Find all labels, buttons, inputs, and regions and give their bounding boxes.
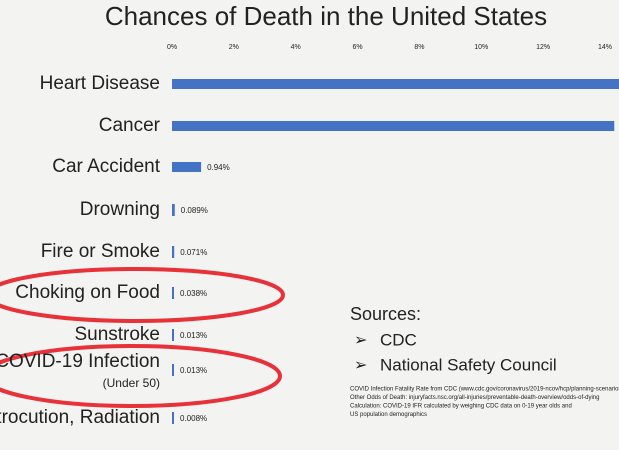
source-note: US population demographics — [350, 412, 427, 418]
source-note: Calculation: COVID-19 IFR calculated by … — [350, 404, 572, 410]
y-tick-label: COVID-19 Infection — [0, 351, 160, 372]
bullet-arrow: ➢ — [354, 332, 367, 349]
y-tick-label: Fire or Smoke — [41, 241, 160, 262]
data-label: 0.013% — [180, 366, 207, 375]
highlight-circle — [0, 344, 282, 408]
bullet-arrow: ➢ — [354, 357, 367, 374]
highlight-circle — [0, 267, 285, 323]
source-item: CDC — [380, 330, 417, 349]
x-tick-label: 4% — [291, 44, 301, 51]
x-tick-label: 0% — [167, 44, 177, 51]
source-item: National Safety Council — [380, 355, 557, 374]
data-label: 0.089% — [181, 206, 208, 215]
x-tick-label: 8% — [414, 44, 424, 51]
bar — [172, 364, 174, 376]
sources-heading: Sources: — [350, 304, 421, 324]
bar — [172, 121, 615, 131]
bar — [172, 287, 174, 299]
y-tick-label: Heart Disease — [40, 73, 160, 94]
y-tick-label: Cancer — [99, 115, 161, 136]
y-tick-label: Electrocution, Radiation — [0, 407, 160, 428]
chart-title: Chances of Death in the United States — [105, 1, 547, 31]
y-tick-label: Car Accident — [52, 156, 160, 177]
bar — [172, 246, 175, 258]
data-label: 0.038% — [180, 289, 207, 298]
bar — [172, 204, 175, 216]
x-tick-label: 2% — [229, 44, 239, 51]
bar — [172, 79, 619, 89]
bar — [172, 329, 174, 341]
data-label: 0.008% — [180, 414, 207, 423]
x-tick-label: 10% — [474, 44, 488, 51]
data-label: 0.013% — [180, 331, 207, 340]
x-tick-label: 14% — [598, 44, 612, 51]
x-tick-label: 12% — [536, 44, 550, 51]
data-label: 0.94% — [207, 163, 230, 172]
source-note: Other Odds of Death: injuryfacts.nsc.org… — [350, 395, 599, 401]
source-note: COVID Infection Fatality Rate from CDC (… — [350, 387, 619, 393]
category-note: (Under 50) — [103, 376, 160, 390]
y-tick-label: Drowning — [80, 199, 160, 220]
data-label: 0.071% — [180, 248, 207, 257]
bar — [172, 162, 202, 172]
bar — [172, 412, 174, 424]
x-tick-label: 6% — [353, 44, 363, 51]
y-tick-label: Choking on Food — [15, 282, 160, 303]
y-tick-label: Sunstroke — [74, 324, 160, 345]
